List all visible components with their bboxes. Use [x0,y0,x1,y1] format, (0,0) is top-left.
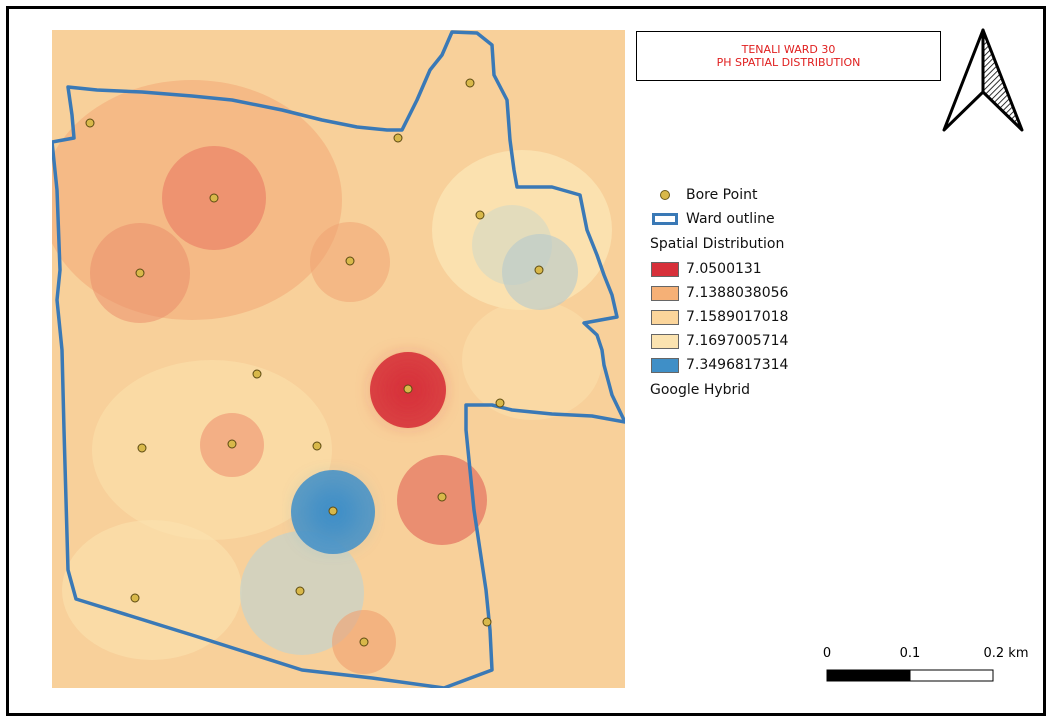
surface-light-region [62,520,242,660]
title-box: TENALI WARD 30 PH SPATIAL DISTRIBUTION [636,31,941,81]
bore-point[interactable] [475,210,485,220]
bore-point[interactable] [495,398,505,408]
map-canvas[interactable] [52,30,625,688]
bore-point[interactable] [295,586,305,596]
bore-point[interactable] [359,637,369,647]
map-title: TENALI WARD 30 [741,43,836,56]
legend-ward-outline-label: Ward outline [686,211,775,227]
bore-point[interactable] [130,593,140,603]
bore-point[interactable] [85,118,95,128]
legend-basemap: Google Hybrid [650,382,751,398]
class-swatch-2 [651,309,679,325]
legend-bore-point-label: Bore Point [686,187,758,203]
bore-point[interactable] [393,133,403,143]
legend-class-label-3: 7.1697005714 [686,333,789,349]
bore-point[interactable] [465,78,475,88]
scale-segment-white [909,669,994,682]
bore-point[interactable] [312,441,322,451]
bore-point[interactable] [482,617,492,627]
scale-label-2: 0.2 km [984,646,1029,661]
bore-point[interactable] [437,492,447,502]
north-arrow-icon [942,28,1024,132]
bore-point[interactable] [209,193,219,203]
bore-point[interactable] [135,268,145,278]
legend: Bore Point Ward outline Spatial Distribu… [650,183,910,403]
legend-class-label-1: 7.1388038056 [686,285,789,301]
class-swatch-3 [651,333,679,349]
surface-light-region [462,300,602,420]
scale-label-0: 0 [823,646,831,661]
map-frame [6,6,1046,716]
class-swatch-0 [651,261,679,277]
scale-bar: 0 0.1 0.2 km [823,646,1029,682]
class-swatch-1 [651,285,679,301]
legend-class-4: 7.3496817314 [650,353,910,377]
scale-segment-black [826,669,911,682]
ward-outline [52,30,625,688]
bore-point[interactable] [137,443,147,453]
outline-symbol-icon [652,213,678,225]
scale-label-1: 0.1 [900,646,921,661]
bore-point[interactable] [227,439,237,449]
legend-ward-outline: Ward outline [650,207,910,231]
bore-point[interactable] [252,369,262,379]
bore-point[interactable] [534,265,544,275]
legend-spatial-heading: Spatial Distribution [650,236,785,252]
legend-bore-point: Bore Point [650,183,910,207]
bore-points [85,78,544,647]
legend-class-2: 7.1589017018 [650,305,910,329]
bore-point[interactable] [345,256,355,266]
legend-class-label-2: 7.1589017018 [686,309,789,325]
legend-class-0: 7.0500131 [650,257,910,281]
bore-point[interactable] [403,384,413,394]
legend-class-label-4: 7.3496817314 [686,357,789,373]
map-subtitle: PH SPATIAL DISTRIBUTION [716,56,861,69]
bore-point[interactable] [328,506,338,516]
legend-class-label-0: 7.0500131 [686,261,762,277]
point-symbol-icon [660,190,670,200]
class-swatch-4 [651,357,679,373]
legend-class-3: 7.1697005714 [650,329,910,353]
legend-class-1: 7.1388038056 [650,281,910,305]
